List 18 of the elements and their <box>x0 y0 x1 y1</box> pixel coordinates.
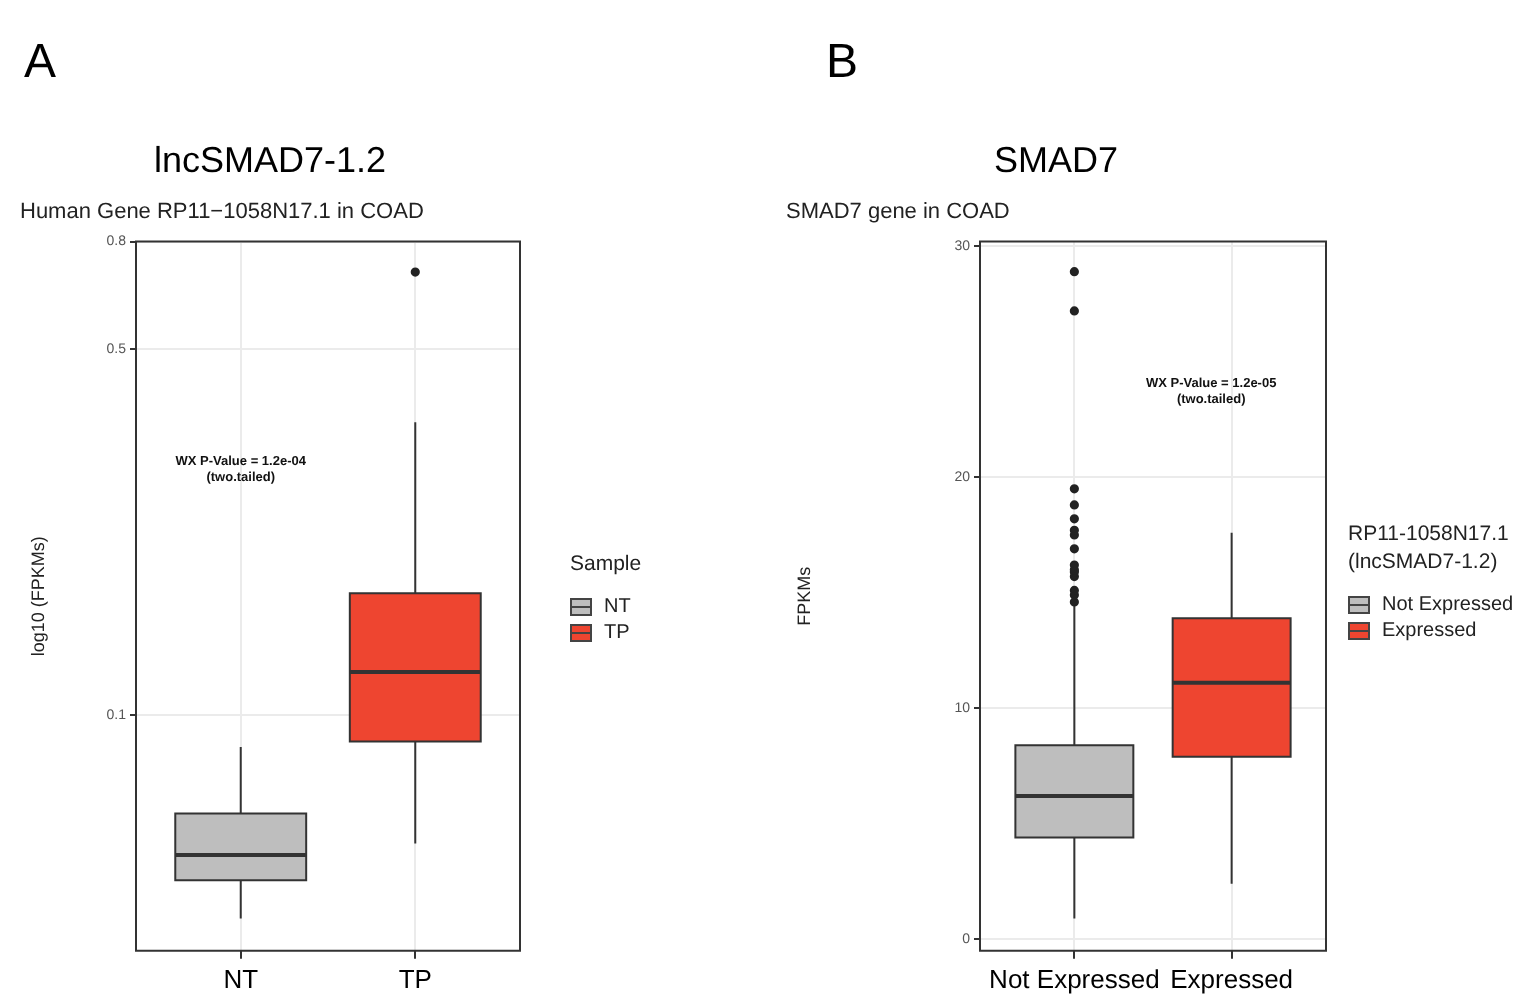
y-axis-title: log10 (FPKMs) <box>27 536 48 657</box>
legend-title: RP11-1058N17.1 (lncSMAD7-1.2) <box>1348 520 1511 576</box>
y-axis-title: FPKMs <box>793 565 814 626</box>
legend-title: Sample <box>570 550 642 578</box>
x-tick-label: TP <box>398 963 432 994</box>
chart-subtitle: Human Gene RP11−1058N17.1 in COAD <box>20 200 424 225</box>
chart-subtitle: SMAD7 gene in COAD <box>786 200 1010 225</box>
chart-title: lncSMAD7-1.2 <box>153 139 387 180</box>
legend-label: TP <box>604 622 630 644</box>
text: B <box>826 35 859 90</box>
legend-label: NT <box>604 596 631 618</box>
x-tick-label: Not Expressed <box>989 963 1160 994</box>
chart-title: SMAD7 <box>993 139 1119 180</box>
x-tick-label: NT <box>223 963 259 994</box>
text: A <box>24 35 57 90</box>
legend-label: Expressed <box>1382 620 1477 642</box>
legend-label: Not Expressed <box>1382 594 1514 616</box>
x-tick-label: Expressed <box>1170 963 1294 994</box>
